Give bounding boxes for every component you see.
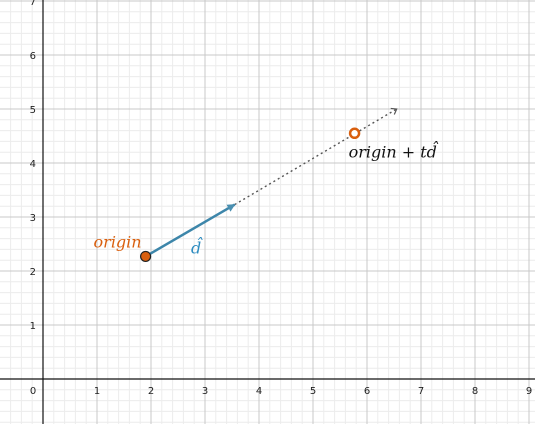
x-tick-label: 7: [418, 386, 424, 397]
y-tick-label: 2: [30, 267, 36, 278]
x-tick-label: 2: [148, 386, 154, 397]
x-tick-label: 6: [364, 386, 370, 397]
x-tick-labels: 0 1 2 3 4 5 6 7 8 9: [30, 386, 532, 397]
x-tick-label: 4: [256, 386, 262, 397]
direction-label: d̂: [191, 237, 203, 257]
ray-end-tick: [390, 107, 398, 115]
x-tick-label: 9: [526, 386, 532, 397]
hit-point-label: origin + td̂: [349, 141, 439, 161]
origin-point[interactable]: [140, 250, 152, 263]
x-tick-label: 3: [202, 386, 208, 397]
x-tick-label: 8: [472, 386, 478, 397]
y-tick-label: 4: [30, 159, 36, 170]
x-tick-label: 0: [30, 386, 36, 397]
origin-label: origin: [94, 232, 142, 251]
y-tick-label: 7: [30, 0, 36, 8]
hit-point[interactable]: [348, 127, 361, 140]
x-tick-label: 1: [94, 386, 100, 397]
y-tick-label: 6: [30, 51, 36, 62]
y-tick-label: 1: [30, 321, 36, 332]
y-tick-label: 3: [30, 213, 36, 224]
y-tick-labels: 1 2 3 4 5 6 7: [30, 0, 36, 332]
y-tick-label: 5: [30, 105, 36, 116]
direction-vector-arrow: [144, 203, 236, 258]
x-tick-label: 5: [310, 386, 316, 397]
ray-line: [234, 108, 398, 206]
